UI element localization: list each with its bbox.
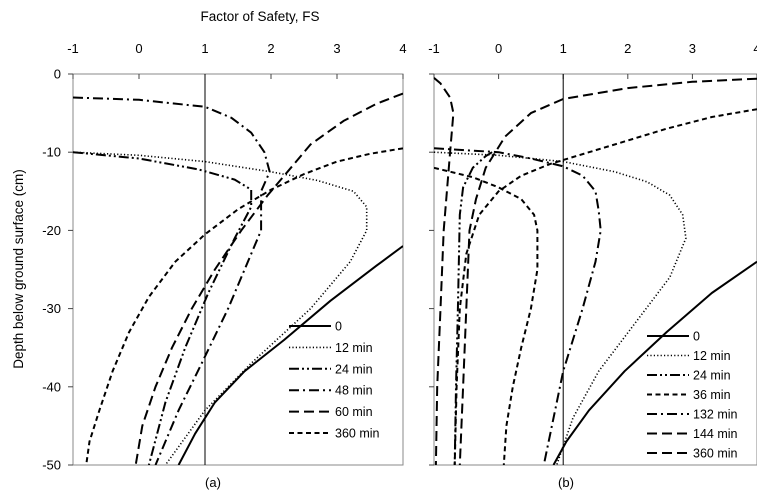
- legend-label: 132 min: [693, 408, 738, 422]
- legend-label: 12 min: [693, 349, 731, 363]
- legend-label: 360 min: [693, 447, 738, 461]
- x-tick-label: 2: [267, 41, 274, 56]
- y-tick-label: -40: [42, 379, 61, 394]
- y-tick-label: -10: [42, 145, 61, 160]
- plot-frame: [433, 73, 757, 466]
- legend-label: 60 min: [335, 405, 373, 419]
- legend-label: 144 min: [693, 427, 738, 441]
- panel-label: (a): [205, 475, 221, 490]
- legend: 0 12 min 24 min 48 min 60 min 360 min: [289, 320, 380, 441]
- series-line-3: [73, 96, 271, 465]
- x-tick-label: 3: [333, 41, 340, 56]
- x-tick-label: 3: [689, 41, 696, 56]
- legend-label: 0: [693, 330, 700, 344]
- x-tick-label: 2: [624, 41, 631, 56]
- plot-frame: [72, 73, 404, 466]
- y-tick-label: -20: [42, 223, 61, 238]
- x-tick-label: 1: [201, 41, 208, 56]
- x-tick-label: 1: [560, 41, 567, 56]
- x-tick-label: 4: [399, 41, 406, 56]
- series-line-7: [453, 108, 757, 465]
- series-line-4: [434, 147, 602, 465]
- series-line-5: [85, 147, 403, 465]
- legend-label: 12 min: [335, 341, 373, 355]
- series-line-2: [73, 151, 253, 465]
- legend-label: 48 min: [335, 384, 373, 398]
- x-tick-label: -1: [428, 41, 440, 56]
- series-line-3: [434, 166, 539, 465]
- legend-label: 36 min: [693, 388, 731, 402]
- legend-label: 24 min: [335, 362, 373, 376]
- x-tick-label: -1: [67, 41, 79, 56]
- legend-label: 24 min: [693, 369, 731, 383]
- y-tick-label: -30: [42, 301, 61, 316]
- series-line-0: [552, 260, 757, 465]
- legend: 0 12 min 24 min 36 min 132 min 144 min 360 min: [647, 330, 738, 461]
- x-tick-label: 4: [753, 41, 757, 56]
- series-line-1: [434, 151, 687, 465]
- series-line-5: [434, 77, 455, 465]
- series-line-2: [453, 151, 493, 465]
- series-line-0: [177, 245, 403, 465]
- y-tick-label: -50: [42, 458, 61, 473]
- legend-label: 0: [335, 320, 342, 334]
- panel-label: (b): [558, 475, 574, 490]
- x-tick-label: 0: [495, 41, 502, 56]
- panel-b: -1 0 1 2 3 4 0 12 min 24 min 36 min 132 min 144 min…: [428, 41, 757, 490]
- top-axis-label: Factor of Safety, FS: [200, 9, 319, 24]
- series-line-4: [134, 92, 403, 465]
- y-tick-label: 0: [54, 67, 61, 82]
- series-line-6: [458, 77, 757, 465]
- legend-label: 360 min: [335, 427, 380, 441]
- y-axis-label: Depth below ground surface (cm): [11, 169, 26, 369]
- x-tick-label: 0: [135, 41, 142, 56]
